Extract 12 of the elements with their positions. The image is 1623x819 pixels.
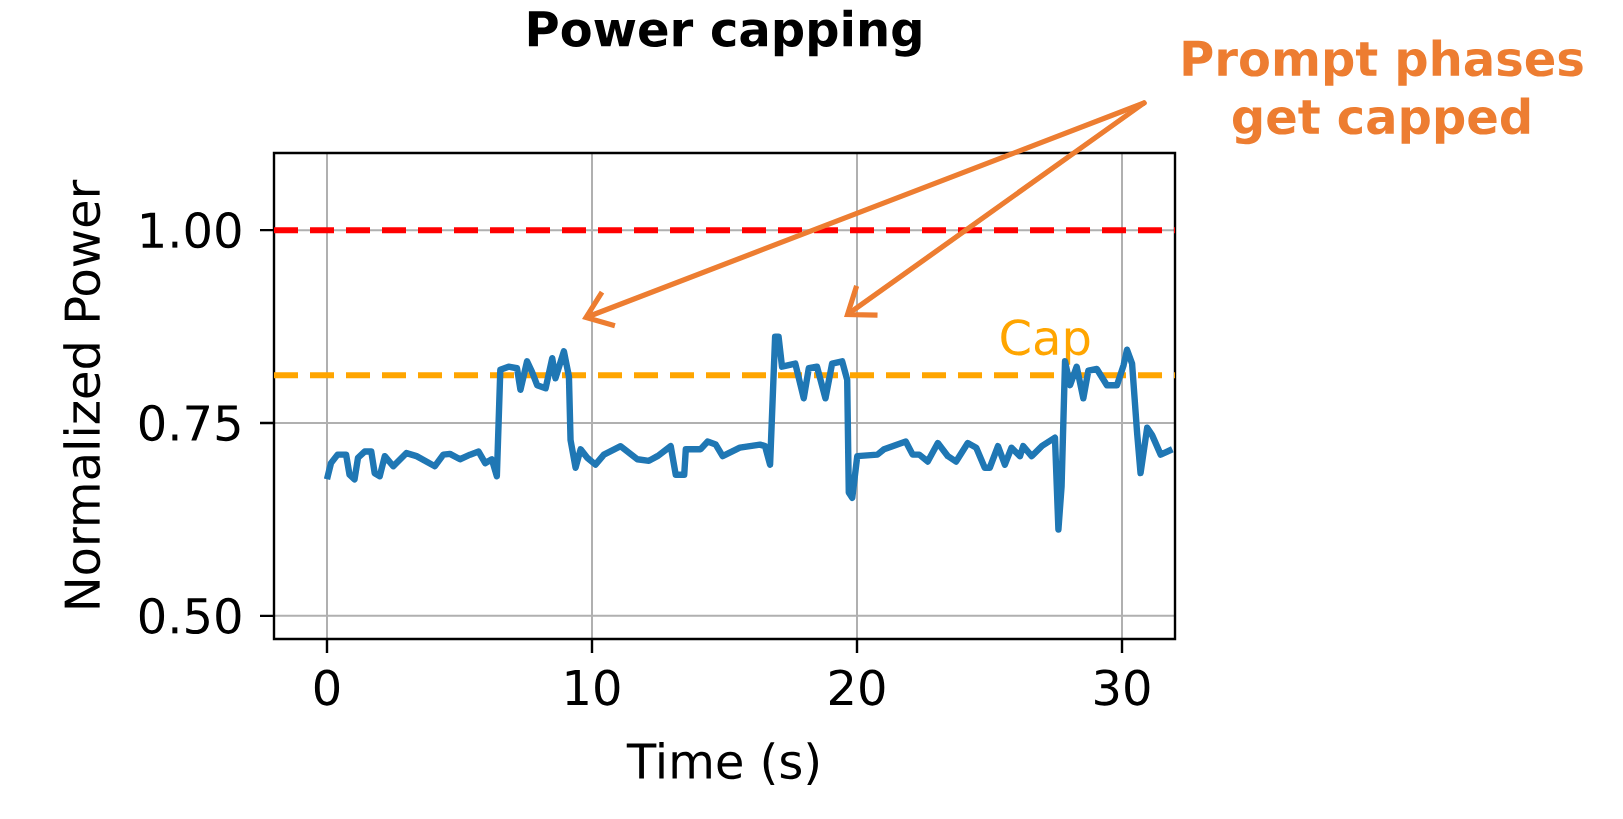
y-axis-title: Normalized Power: [63, 179, 101, 608]
ref-line-label: Cap: [1001, 319, 1090, 365]
x-tick-label: 10: [566, 669, 620, 706]
y-tick-label: 0.75: [139, 404, 240, 442]
chart-title: Power capping: [528, 9, 921, 57]
y-tick-label: 1.00: [142, 212, 241, 249]
text: Prompt phases get capped: [1183, 39, 1583, 145]
x-tick-label: 30: [1095, 669, 1150, 706]
x-tick-label: 0: [314, 669, 340, 706]
x-tick-label: 20: [830, 669, 885, 706]
x-axis-title: Time (s): [626, 742, 818, 785]
y-tick-label: 0.50: [139, 597, 241, 635]
